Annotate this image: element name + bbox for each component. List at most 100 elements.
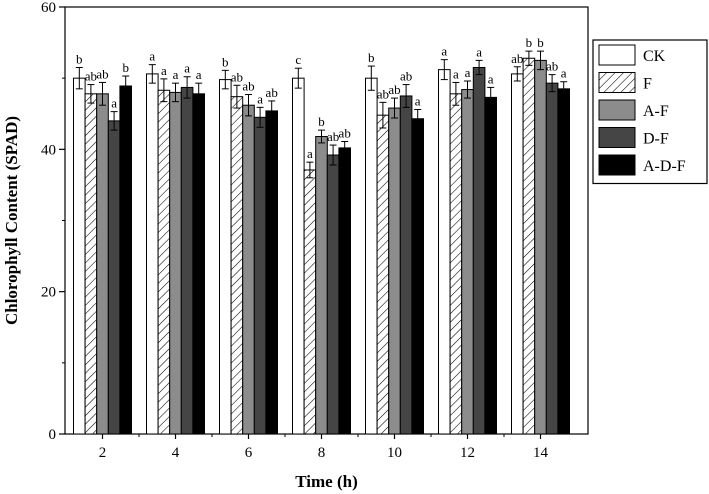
bar-CK-10 bbox=[365, 77, 378, 435]
bar-F-6 bbox=[230, 96, 244, 435]
legend-label-A-D-F: A-D-F bbox=[643, 158, 686, 175]
x-tick-label-2: 2 bbox=[99, 445, 107, 461]
error-bar-CK-6 bbox=[221, 69, 229, 90]
significance-label-F-12: a bbox=[453, 66, 459, 81]
error-bar-F-14 bbox=[525, 50, 533, 66]
error-bar-A-F-2 bbox=[99, 81, 106, 106]
error-bar-F-6 bbox=[233, 84, 241, 109]
bar-A-F-2 bbox=[96, 93, 109, 435]
significance-label-A-F-12: a bbox=[465, 65, 471, 80]
bar-A-D-F-14 bbox=[557, 88, 571, 435]
x-tick-label-10: 10 bbox=[387, 445, 402, 461]
significance-label-A-F-4: a bbox=[173, 67, 179, 82]
y-axis-title: Chlorophyll Content (SPAD) bbox=[2, 116, 21, 325]
legend-label-F: F bbox=[643, 76, 652, 93]
error-bar-A-D-F-8 bbox=[341, 141, 349, 155]
significance-label-A-F-14: b bbox=[537, 35, 544, 50]
bar-D-F-8 bbox=[326, 154, 340, 435]
bar-A-F-14 bbox=[534, 59, 547, 435]
significance-label-D-F-8: ab bbox=[327, 129, 339, 144]
significance-label-A-F-8: b bbox=[318, 114, 325, 129]
bar-F-12 bbox=[449, 93, 463, 435]
error-bar-D-F-10 bbox=[402, 84, 410, 108]
bar-A-F-10 bbox=[388, 107, 401, 435]
x-axis-title: Time (h) bbox=[295, 472, 358, 491]
significance-label-A-D-F-4: a bbox=[196, 67, 202, 82]
bar-D-F-10 bbox=[399, 95, 413, 435]
error-bar-A-D-F-6 bbox=[268, 100, 276, 122]
x-tick-label-8: 8 bbox=[318, 445, 326, 461]
bar-A-D-F-10 bbox=[411, 118, 424, 435]
x-tick-label-12: 12 bbox=[460, 445, 475, 461]
significance-label-F-2: ab bbox=[85, 69, 97, 84]
bar-F-14 bbox=[522, 57, 536, 435]
bar-A-F-6 bbox=[242, 104, 255, 435]
bar-D-F-2 bbox=[107, 120, 121, 435]
significance-label-F-10: ab bbox=[377, 86, 389, 101]
bar-A-D-F-8 bbox=[338, 147, 351, 435]
bar-D-F-12 bbox=[472, 66, 486, 435]
error-bar-F-12 bbox=[452, 81, 460, 106]
error-bar-D-F-4 bbox=[183, 76, 191, 99]
bar-CK-4 bbox=[146, 73, 159, 435]
significance-label-D-F-4: a bbox=[184, 61, 190, 76]
bar-F-2 bbox=[84, 93, 98, 435]
error-bar-F-8 bbox=[306, 161, 314, 179]
bar-D-F-6 bbox=[253, 116, 267, 435]
significance-label-D-F-10: ab bbox=[400, 69, 412, 84]
error-bar-A-F-12 bbox=[464, 80, 471, 99]
bar-A-D-F-12 bbox=[484, 96, 497, 435]
significance-label-A-F-2: ab bbox=[96, 66, 108, 81]
error-bar-A-D-F-4 bbox=[195, 82, 203, 105]
significance-label-A-D-F-8: ab bbox=[339, 126, 351, 141]
y-tick-label-20: 20 bbox=[41, 285, 56, 301]
bar-A-F-12 bbox=[461, 89, 474, 435]
error-bar-CK-10 bbox=[367, 65, 375, 91]
error-bar-CK-14 bbox=[513, 66, 521, 82]
legend-swatch-D-F bbox=[598, 127, 636, 148]
legend-swatch-F bbox=[598, 72, 636, 93]
significance-label-A-F-10: ab bbox=[388, 82, 400, 97]
significance-label-D-F-6: a bbox=[257, 91, 263, 106]
error-bar-CK-8 bbox=[294, 67, 302, 89]
significance-label-CK-14: ab bbox=[511, 51, 523, 66]
legend-swatch-A-F bbox=[598, 99, 636, 121]
error-bar-D-F-2 bbox=[110, 111, 118, 131]
axes-group: 2 4 6 8 10 12 14 0 20 40 60 bbox=[41, 0, 549, 461]
error-bar-A-D-F-14 bbox=[560, 81, 568, 97]
y-tick-label-60: 60 bbox=[41, 0, 56, 16]
x-tick-label-6: 6 bbox=[245, 445, 253, 461]
legend: CK F A-F D-F A-D-F bbox=[592, 39, 708, 185]
error-bar-D-F-8 bbox=[329, 144, 337, 166]
error-bar-A-D-F-10 bbox=[414, 108, 422, 129]
bar-D-F-4 bbox=[180, 86, 194, 435]
error-bar-A-F-10 bbox=[391, 97, 398, 119]
significance-label-A-D-F-12: a bbox=[488, 71, 494, 86]
error-bar-A-F-8 bbox=[318, 129, 325, 144]
y-tick-label-0: 0 bbox=[49, 427, 57, 443]
bar-F-4 bbox=[157, 89, 171, 435]
error-bar-CK-2 bbox=[75, 66, 83, 90]
error-bar-D-F-12 bbox=[475, 59, 483, 76]
bar-CK-8 bbox=[292, 77, 305, 435]
significance-label-CK-4: a bbox=[149, 49, 155, 64]
bar-CK-6 bbox=[219, 79, 232, 435]
bar-A-F-4 bbox=[169, 91, 182, 435]
error-bar-F-4 bbox=[160, 78, 168, 103]
x-tick-label-14: 14 bbox=[533, 445, 549, 461]
error-bar-D-F-14 bbox=[548, 74, 556, 93]
bar-F-8 bbox=[303, 169, 317, 435]
significance-label-A-D-F-2: b bbox=[122, 60, 129, 75]
error-bar-CK-12 bbox=[440, 59, 448, 81]
significance-label-F-4: a bbox=[161, 63, 167, 78]
significance-label-CK-2: b bbox=[76, 51, 83, 66]
legend-swatch-CK bbox=[598, 44, 636, 66]
error-bar-A-F-4 bbox=[172, 82, 179, 103]
bar-D-F-14 bbox=[545, 82, 559, 435]
error-bar-A-F-6 bbox=[245, 94, 252, 117]
legend-label-CK: CK bbox=[643, 48, 666, 65]
bar-CK-14 bbox=[511, 73, 524, 435]
significance-label-F-14: b bbox=[526, 35, 533, 50]
bar-F-10 bbox=[376, 114, 390, 435]
error-bar-CK-4 bbox=[148, 64, 156, 84]
